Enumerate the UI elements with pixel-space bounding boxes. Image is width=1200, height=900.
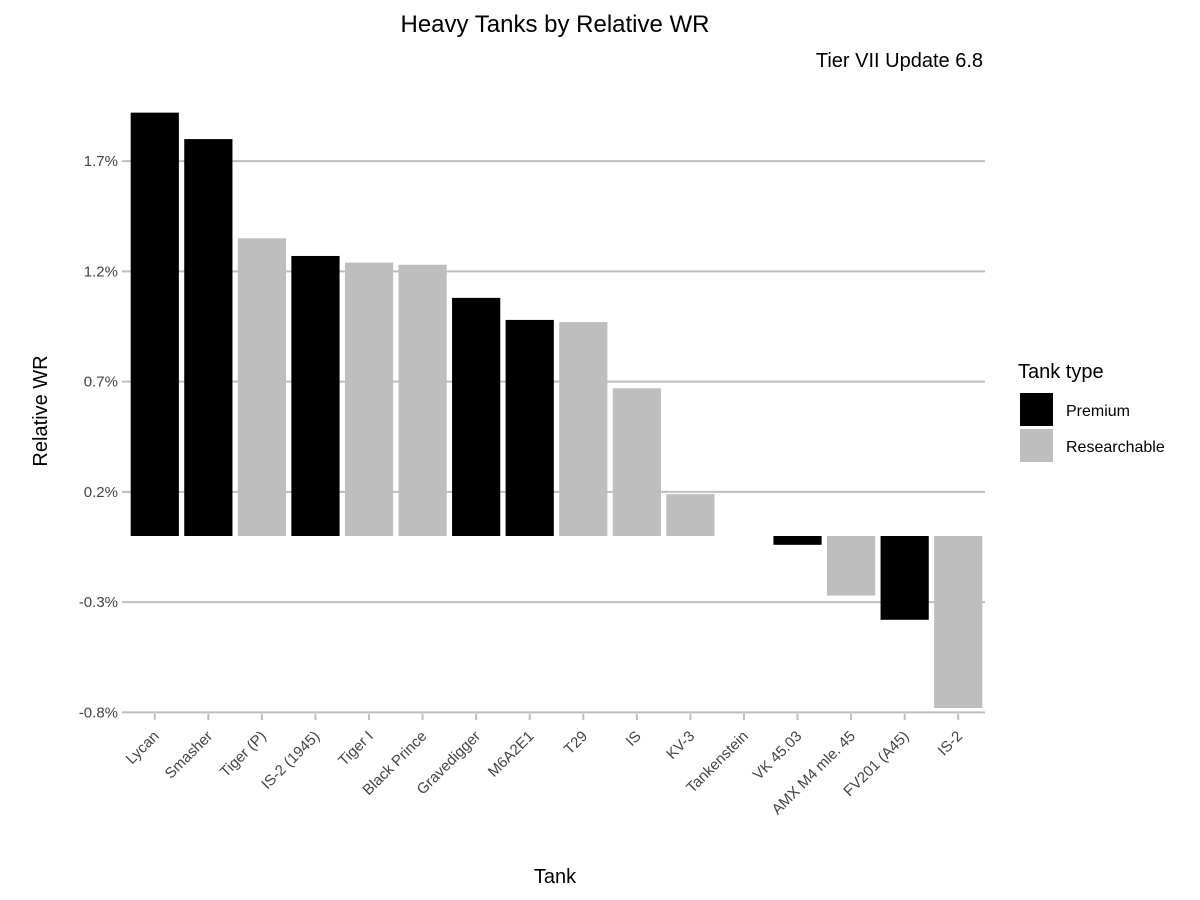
y-axis-ticks: 1.7% 1.2% 0.7% 0.2% -0.3% -0.8% xyxy=(79,153,128,721)
y-tick-label: -0.8% xyxy=(79,704,118,721)
x-tick-label: IS-2 xyxy=(935,728,966,759)
y-axis-title: Relative WR xyxy=(30,355,52,466)
bar xyxy=(666,494,715,536)
bar xyxy=(184,139,233,536)
x-tick-label: Lycan xyxy=(123,728,163,768)
x-tick-label: KV-3 xyxy=(663,728,698,763)
x-tick-label: Smasher xyxy=(162,728,216,782)
legend-swatch-premium xyxy=(1020,393,1053,426)
bar xyxy=(291,255,340,536)
bar xyxy=(398,264,447,536)
legend-swatch-researchable xyxy=(1020,429,1053,462)
chart-subtitle: Tier VII Update 6.8 xyxy=(816,50,983,72)
x-tick-label: Tiger (P) xyxy=(217,728,270,781)
bar xyxy=(559,322,608,536)
bar xyxy=(773,536,822,545)
legend-label-researchable: Researchable xyxy=(1066,439,1165,456)
y-tick-label: 0.7% xyxy=(84,374,118,391)
y-tick-label: 1.7% xyxy=(84,153,118,170)
x-axis-ticks: Lycan Smasher Tiger (P)IS-2 (1945) Tiger IB… xyxy=(123,714,966,818)
bar xyxy=(934,536,983,708)
bar xyxy=(826,536,876,596)
x-tick-label: IS-2 (1945) xyxy=(258,728,323,793)
bar xyxy=(612,388,661,536)
y-tick-label: 0.2% xyxy=(84,484,118,501)
legend-title: Tank type xyxy=(1018,361,1104,383)
bar xyxy=(344,262,394,536)
x-tick-label: M6A2E1 xyxy=(485,728,538,781)
bar xyxy=(452,297,501,536)
x-tick-label: IS xyxy=(623,728,645,750)
y-tick-label: -0.3% xyxy=(79,594,118,611)
y-tick-label: 1.2% xyxy=(84,263,118,280)
bar xyxy=(130,112,179,536)
bar xyxy=(880,536,929,620)
x-tick-label: VK 45.03 xyxy=(750,728,806,784)
bars xyxy=(130,112,983,708)
x-tick-label: T29 xyxy=(561,728,591,758)
x-tick-label: Tiger I xyxy=(335,728,377,770)
x-axis-title: Tank xyxy=(534,866,577,888)
legend: Tank type Premium Researchable xyxy=(1018,361,1165,462)
chart-title: Heavy Tanks by Relative WR xyxy=(401,11,710,38)
bar xyxy=(505,319,554,536)
bar xyxy=(237,238,287,536)
legend-label-premium: Premium xyxy=(1066,403,1130,420)
